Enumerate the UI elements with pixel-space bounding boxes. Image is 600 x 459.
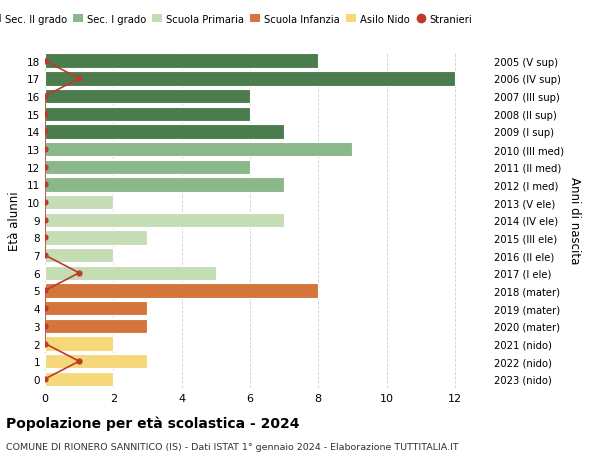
Bar: [45, 107, 250, 122]
Text: COMUNE DI RIONERO SANNITICO (IS) - Dati ISTAT 1° gennaio 2024 - Elaborazione TUT: COMUNE DI RIONERO SANNITICO (IS) - Dati …: [6, 442, 458, 451]
Bar: [45, 336, 113, 351]
Bar: [45, 213, 284, 228]
Bar: [45, 143, 352, 157]
Bar: [45, 372, 113, 386]
Bar: [45, 301, 148, 316]
Bar: [45, 90, 250, 104]
Text: Popolazione per età scolastica - 2024: Popolazione per età scolastica - 2024: [6, 415, 299, 430]
Bar: [45, 284, 318, 298]
Bar: [45, 248, 113, 263]
Bar: [45, 354, 148, 369]
Bar: [45, 319, 148, 333]
Y-axis label: Età alunni: Età alunni: [8, 190, 22, 250]
Bar: [45, 178, 284, 192]
Legend: Sec. II grado, Sec. I grado, Scuola Primaria, Scuola Infanzia, Asilo Nido, Stran: Sec. II grado, Sec. I grado, Scuola Prim…: [0, 12, 474, 27]
Bar: [45, 231, 148, 245]
Bar: [45, 72, 455, 86]
Bar: [45, 125, 284, 140]
Bar: [45, 266, 216, 280]
Y-axis label: Anni di nascita: Anni di nascita: [568, 177, 581, 264]
Bar: [45, 196, 113, 210]
Bar: [45, 160, 250, 174]
Bar: [45, 54, 318, 69]
